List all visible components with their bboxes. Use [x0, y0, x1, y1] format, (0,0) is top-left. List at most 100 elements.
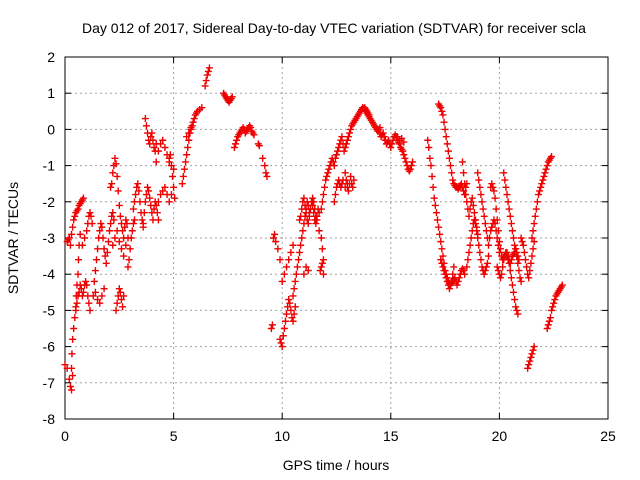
- series-s12: [129, 180, 147, 231]
- data-point: [276, 335, 284, 343]
- data-point: [69, 223, 77, 231]
- data-point: [122, 216, 130, 224]
- series-s28: [296, 194, 321, 228]
- data-point: [335, 144, 343, 151]
- data-point: [274, 245, 282, 253]
- data-point: [228, 93, 236, 101]
- data-point: [528, 252, 536, 260]
- series-s22: [230, 122, 258, 151]
- y-tick-label: -6: [43, 339, 56, 355]
- data-point: [247, 124, 255, 132]
- data-point: [271, 230, 279, 238]
- data-point: [279, 332, 287, 340]
- series-s13: [139, 183, 162, 228]
- data-point: [303, 216, 311, 224]
- data-point: [113, 227, 121, 235]
- data-point: [144, 183, 152, 191]
- data-point: [139, 220, 147, 228]
- data-point: [455, 274, 463, 282]
- data-point: [159, 187, 167, 195]
- data-point: [496, 274, 504, 282]
- data-point: [318, 259, 326, 267]
- series-s20: [201, 64, 213, 90]
- data-point: [526, 267, 534, 275]
- data-point: [107, 220, 115, 228]
- data-point: [278, 277, 286, 285]
- data-point: [304, 267, 312, 275]
- data-point: [69, 335, 77, 343]
- data-point: [430, 194, 438, 202]
- data-point: [110, 216, 118, 224]
- data-point: [98, 292, 106, 300]
- data-point: [438, 107, 446, 115]
- series-s31: [316, 259, 327, 278]
- data-point: [491, 194, 499, 202]
- data-point: [131, 216, 139, 224]
- data-point: [68, 230, 76, 238]
- data-point: [185, 136, 193, 144]
- data-point: [530, 343, 538, 351]
- data-point: [154, 147, 162, 155]
- data-point: [316, 267, 324, 275]
- data-point: [504, 256, 512, 264]
- data-point: [167, 162, 175, 170]
- data-point: [448, 169, 456, 177]
- data-point: [301, 201, 309, 209]
- data-point: [318, 245, 326, 253]
- data-point: [323, 172, 331, 180]
- series-s29: [300, 263, 312, 278]
- data-point: [450, 263, 458, 271]
- data-point: [79, 288, 87, 296]
- series-s6: [89, 209, 118, 300]
- data-point: [268, 321, 276, 329]
- data-point: [230, 144, 238, 151]
- data-point: [526, 357, 534, 365]
- data-point: [66, 382, 74, 390]
- data-point: [501, 176, 509, 184]
- data-point: [529, 245, 537, 253]
- data-point: [305, 212, 313, 220]
- series-s18: [178, 104, 206, 188]
- data-point: [508, 227, 516, 235]
- series-s7: [91, 285, 108, 307]
- data-point: [338, 133, 346, 141]
- x-tick-label: 0: [61, 428, 69, 444]
- data-point: [114, 187, 122, 195]
- data-point: [545, 317, 553, 325]
- data-point: [127, 234, 135, 242]
- data-point: [92, 256, 100, 264]
- data-point: [341, 169, 349, 177]
- y-tick-label: -1: [43, 158, 56, 174]
- data-point: [70, 325, 78, 332]
- data-point: [71, 314, 79, 322]
- data-point: [287, 306, 295, 314]
- data-point: [515, 267, 523, 275]
- data-point: [340, 147, 348, 155]
- data-point: [304, 220, 312, 228]
- data-point: [298, 205, 306, 213]
- data-point: [133, 183, 141, 191]
- data-point: [165, 198, 173, 206]
- data-point: [460, 267, 468, 275]
- chart-title: Day 012 of 2017, Sidereal Day-to-day VTE…: [82, 20, 586, 36]
- data-point: [495, 248, 503, 256]
- data-point: [445, 285, 453, 293]
- data-point: [550, 299, 558, 307]
- data-point: [466, 205, 474, 213]
- data-point: [138, 216, 146, 224]
- data-point: [468, 194, 476, 202]
- data-point: [427, 162, 435, 170]
- data-point: [440, 267, 448, 275]
- data-point: [77, 285, 85, 293]
- data-point: [66, 241, 74, 249]
- data-point: [94, 245, 102, 253]
- data-point: [510, 234, 518, 242]
- data-point: [453, 281, 461, 289]
- data-point: [458, 158, 466, 166]
- data-point: [179, 172, 187, 180]
- data-point: [116, 288, 124, 296]
- data-point: [317, 263, 325, 271]
- data-point: [443, 140, 451, 148]
- data-point: [132, 191, 140, 199]
- data-point: [129, 220, 137, 228]
